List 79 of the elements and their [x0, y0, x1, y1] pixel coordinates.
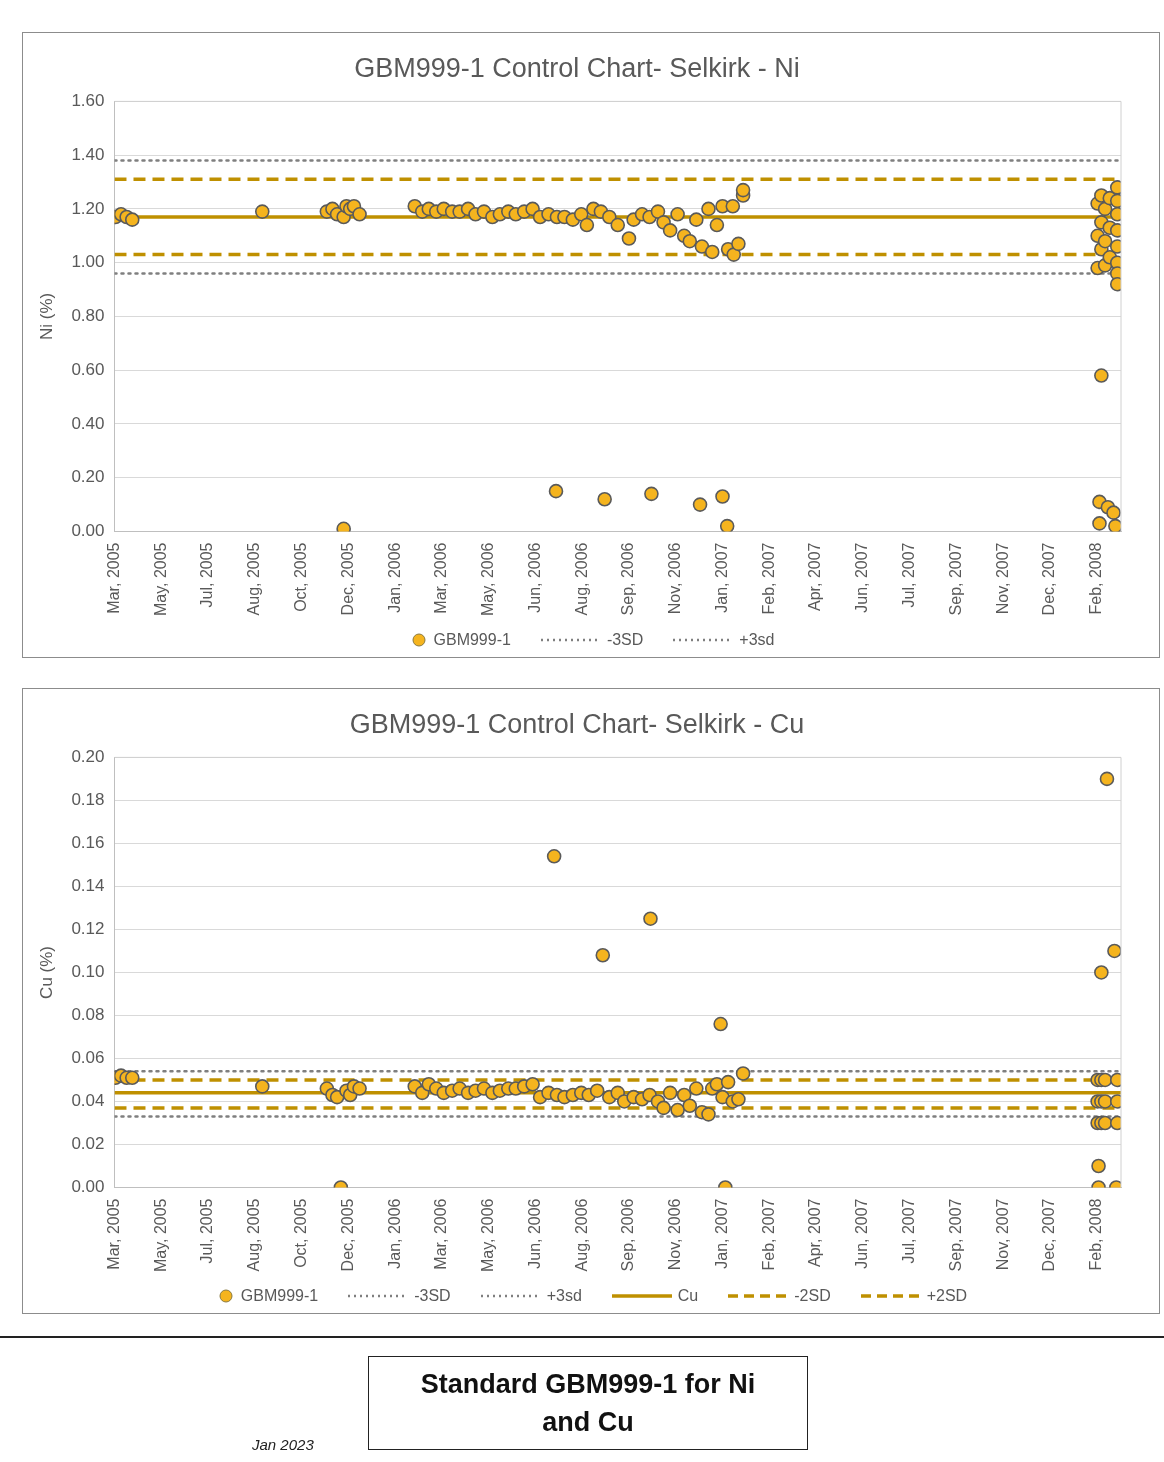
x-tick-label: Jun, 2006: [525, 542, 543, 613]
y-tick-label: 1.60: [71, 91, 105, 111]
y-tick-label: 1.20: [71, 198, 105, 218]
legend-label: +3sd: [739, 631, 775, 649]
legend-label: -3SD: [414, 1287, 451, 1305]
x-tick-label: Jun, 2006: [525, 1198, 543, 1269]
y-tick-label: 0.18: [71, 790, 105, 810]
y-tick-label: 0.10: [71, 962, 105, 982]
x-tick-label: Jan, 2007: [712, 542, 730, 613]
y-axis-title: Cu (%): [36, 945, 56, 999]
x-tick-label: Nov, 2006: [666, 1198, 684, 1271]
y-tick-label: 0.20: [71, 747, 105, 767]
y-tick-label: 0.08: [71, 1005, 105, 1025]
y-tick-label: 1.00: [71, 252, 105, 272]
y-tick-label: 0.12: [71, 919, 105, 939]
y-tick-label: 0.06: [71, 1048, 105, 1068]
x-tick-label: Mar, 2005: [104, 542, 122, 614]
x-tick-label: Aug, 2006: [572, 542, 590, 616]
x-tick-label: Dec, 2005: [338, 1198, 356, 1272]
text: Standard GBM999-1 for Ni and Cu: [368, 1356, 808, 1450]
x-tick-label: Oct, 2005: [291, 542, 309, 612]
x-tick-label: Jul, 2005: [198, 542, 216, 608]
x-tick-label: Sep, 2007: [946, 1198, 964, 1272]
chart-title: GBM999-1 Control Chart- Selkirk - Ni: [354, 52, 800, 83]
legend-label: GBM999-1: [433, 631, 511, 649]
x-tick-label: Mar, 2006: [432, 1198, 450, 1270]
x-tick-label: Sep, 2007: [946, 542, 964, 616]
x-tick-label: Feb, 2007: [759, 542, 777, 615]
x-tick-label: Jan, 2006: [385, 1198, 403, 1269]
legend-label: -3SD: [606, 631, 644, 649]
x-tick-label: Jan, 2007: [712, 1198, 730, 1269]
x-tick-label: Dec, 2007: [1040, 1198, 1058, 1272]
x-tick-label: Mar, 2006: [432, 542, 450, 614]
y-tick-label: 0.80: [71, 306, 105, 326]
x-tick-label: Feb, 2007: [759, 1198, 777, 1271]
x-tick-label: Jul, 2005: [198, 1198, 216, 1264]
x-tick-label: Jan, 2006: [385, 542, 403, 613]
x-tick-label: May, 2005: [151, 542, 169, 617]
y-tick-label: 0.40: [71, 413, 105, 433]
x-tick-label: Nov, 2006: [666, 542, 684, 615]
text: Jan 2023: [252, 1436, 314, 1453]
legend-label: +2SD: [926, 1287, 968, 1305]
y-tick-label: 0.60: [71, 359, 105, 379]
y-tick-label: 0.14: [71, 876, 105, 896]
x-tick-label: Jul, 2007: [900, 542, 917, 608]
y-tick-label: 0.02: [71, 1134, 105, 1154]
x-tick-label: Nov, 2007: [993, 1198, 1011, 1271]
legend-label: Cu: [677, 1287, 699, 1305]
x-tick-label: Dec, 2007: [1040, 542, 1058, 616]
x-tick-label: Jun, 2007: [853, 1198, 871, 1269]
x-tick-label: Nov, 2007: [993, 542, 1011, 615]
x-tick-label: Dec, 2005: [338, 542, 356, 616]
x-tick-label: Aug, 2006: [572, 1198, 590, 1272]
x-tick-label: May, 2005: [151, 1198, 169, 1273]
y-tick-label: 0.04: [71, 1091, 105, 1111]
x-tick-label: Aug, 2005: [245, 1198, 263, 1272]
x-tick-label: May, 2006: [479, 542, 497, 617]
y-tick-label: 1.40: [71, 144, 105, 164]
legend-label: GBM999-1: [240, 1287, 319, 1305]
y-tick-label: 0.00: [71, 521, 105, 541]
y-tick-label: 0.16: [71, 833, 105, 853]
legend-label: +3sd: [546, 1287, 582, 1305]
x-tick-label: Jul, 2007: [900, 1198, 917, 1264]
y-tick-label: 0.00: [71, 1177, 105, 1197]
x-tick-label: Oct, 2005: [291, 1198, 309, 1268]
x-tick-label: Feb, 2008: [1087, 542, 1105, 615]
x-tick-label: Apr, 2007: [806, 542, 824, 611]
x-tick-label: May, 2006: [479, 1198, 497, 1273]
y-tick-label: 0.20: [71, 467, 105, 487]
chart-title: GBM999-1 Control Chart- Selkirk - Cu: [349, 708, 805, 739]
x-tick-label: Aug, 2005: [245, 542, 263, 616]
x-tick-label: Apr, 2007: [806, 1198, 824, 1267]
y-axis-title: Ni (%): [36, 292, 56, 341]
x-tick-label: Sep, 2006: [619, 1198, 637, 1272]
x-tick-label: Jun, 2007: [853, 542, 871, 613]
x-tick-label: Mar, 2005: [104, 1198, 122, 1270]
x-tick-label: Sep, 2006: [619, 542, 637, 616]
x-tick-label: Feb, 2008: [1087, 1198, 1105, 1271]
legend-label: -2SD: [794, 1287, 831, 1305]
